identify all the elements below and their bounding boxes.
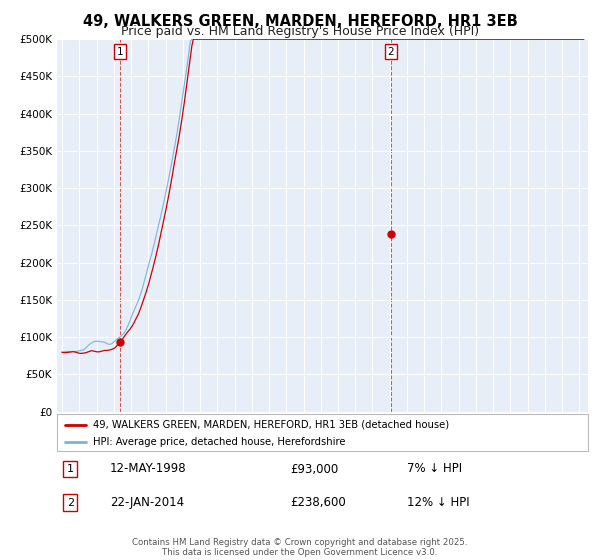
Text: 1: 1 [117,47,124,57]
Text: 49, WALKERS GREEN, MARDEN, HEREFORD, HR1 3EB: 49, WALKERS GREEN, MARDEN, HEREFORD, HR1… [83,14,517,29]
Text: £238,600: £238,600 [290,496,346,509]
Text: 7% ↓ HPI: 7% ↓ HPI [407,463,463,475]
Text: £93,000: £93,000 [290,463,339,475]
Text: 12-MAY-1998: 12-MAY-1998 [110,463,187,475]
Text: HPI: Average price, detached house, Herefordshire: HPI: Average price, detached house, Here… [93,437,346,447]
Text: 2: 2 [67,498,74,507]
Text: 22-JAN-2014: 22-JAN-2014 [110,496,184,509]
Text: Price paid vs. HM Land Registry's House Price Index (HPI): Price paid vs. HM Land Registry's House … [121,25,479,38]
Text: 2: 2 [388,47,394,57]
Text: Contains HM Land Registry data © Crown copyright and database right 2025.
This d: Contains HM Land Registry data © Crown c… [132,538,468,557]
Text: 12% ↓ HPI: 12% ↓ HPI [407,496,470,509]
Text: 1: 1 [67,464,74,474]
Text: 49, WALKERS GREEN, MARDEN, HEREFORD, HR1 3EB (detached house): 49, WALKERS GREEN, MARDEN, HEREFORD, HR1… [93,419,449,430]
